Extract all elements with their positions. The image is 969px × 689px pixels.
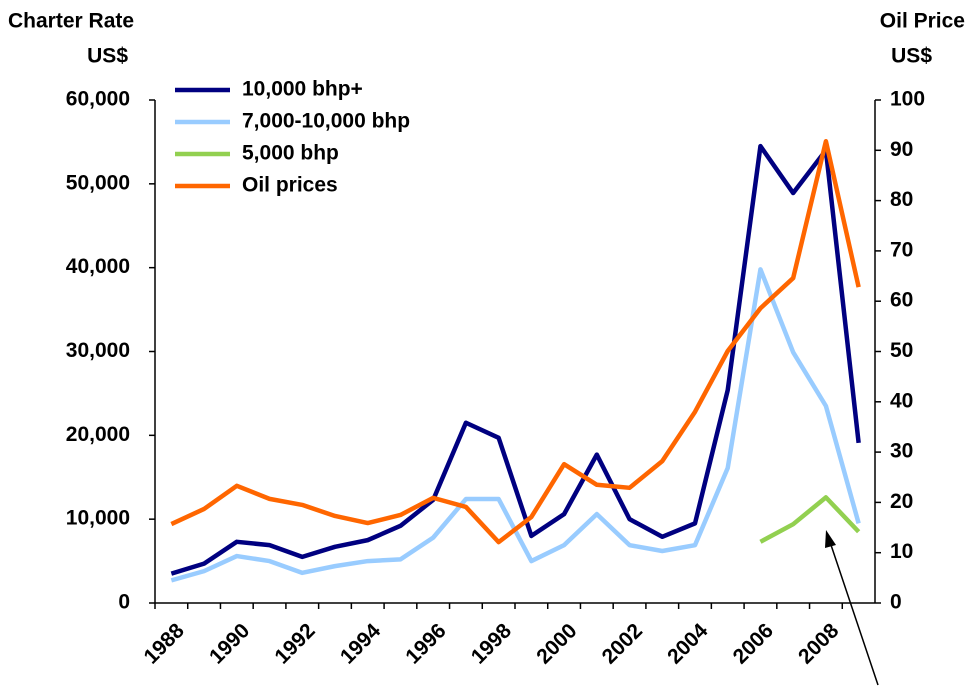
x-tick-label: 1998 bbox=[467, 619, 517, 669]
y2-axis-title: US$ bbox=[891, 45, 932, 68]
y-tick-label: 30,000 bbox=[66, 339, 130, 362]
y-tick-label: 20,000 bbox=[66, 423, 130, 446]
y-tick-label: 50,000 bbox=[66, 171, 130, 194]
annotation-arrow bbox=[829, 541, 879, 686]
y-axis-title: Charter Rate bbox=[8, 10, 134, 33]
y2-tick-label: 10 bbox=[890, 540, 913, 563]
legend-label: 7,000-10,000 bhp bbox=[242, 110, 410, 133]
y2-tick-label: 50 bbox=[890, 339, 913, 362]
x-tick-label: 1992 bbox=[270, 619, 319, 668]
x-tick-label: 1996 bbox=[401, 619, 450, 668]
y-tick-label: 40,000 bbox=[66, 255, 130, 278]
series-line bbox=[759, 495, 861, 544]
y2-axis-title: Oil Price bbox=[880, 10, 965, 33]
series-line bbox=[170, 138, 861, 545]
y-tick-label: 0 bbox=[118, 591, 130, 614]
y-axis-title: US$ bbox=[87, 45, 128, 68]
y2-tick-label: 90 bbox=[890, 138, 913, 161]
x-tick-label: 2002 bbox=[598, 619, 647, 668]
legend-label: Oil prices bbox=[242, 174, 338, 197]
series-line bbox=[170, 143, 861, 576]
x-tick-label: 2000 bbox=[532, 619, 581, 668]
x-tick-label: 1988 bbox=[140, 619, 190, 669]
legend-label: 10,000 bhp+ bbox=[242, 78, 363, 101]
x-tick-label: 2008 bbox=[794, 619, 844, 669]
y2-tick-label: 0 bbox=[890, 591, 902, 614]
y2-tick-label: 60 bbox=[890, 289, 913, 312]
y2-tick-label: 30 bbox=[890, 440, 913, 463]
x-tick-label: 1994 bbox=[336, 619, 386, 669]
y2-tick-label: 40 bbox=[890, 389, 913, 412]
legend-label: 5,000 bhp bbox=[242, 142, 339, 165]
y-tick-label: 60,000 bbox=[66, 88, 130, 111]
y2-tick-label: 100 bbox=[890, 88, 925, 111]
y-tick-label: 10,000 bbox=[66, 507, 130, 530]
arrow-head bbox=[825, 530, 836, 548]
y2-tick-label: 70 bbox=[890, 238, 913, 261]
x-tick-label: 1990 bbox=[205, 619, 254, 668]
x-tick-label: 2006 bbox=[729, 619, 778, 668]
y2-tick-label: 20 bbox=[890, 490, 913, 513]
y2-tick-label: 80 bbox=[890, 188, 913, 211]
x-tick-label: 2004 bbox=[663, 619, 713, 669]
